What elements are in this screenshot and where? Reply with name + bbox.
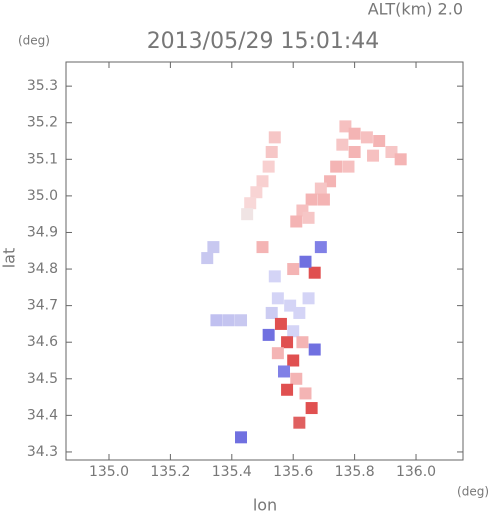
echo-cell [324,175,337,188]
echo-cell [394,153,407,166]
plot-frame [65,61,464,461]
echo-cell [348,145,361,158]
echo-cell [262,160,275,173]
x-tick-label: 136.0 [396,464,436,480]
echo-cell [360,131,373,144]
echo-cell [287,325,300,338]
y-tick-label: 34.3 [27,444,58,460]
echo-cell [265,306,278,319]
echo-cell [222,314,235,327]
echo-cell [268,131,281,144]
echo-cell [235,431,248,444]
y-tick-label: 35.2 [27,115,58,131]
x-tick-label: 135.6 [273,464,313,480]
y-label: lat [0,248,19,269]
chart-title: 2013/05/29 15:01:44 [147,29,380,54]
echo-cell [342,160,355,173]
y-tick-label: 35.0 [27,188,58,204]
echo-cell [271,347,284,360]
altitude-label: ALT(km) 2.0 [368,0,463,19]
echo-cell [305,193,318,206]
echo-cell [314,182,327,195]
echo-cell [367,149,380,162]
echo-cell [210,314,223,327]
echo-cell [268,270,281,283]
y-tick-label: 34.6 [27,334,58,350]
echo-cell [281,336,294,349]
echo-cell [287,354,300,367]
y-tick-label: 34.8 [27,261,58,277]
echo-cell [299,387,312,400]
echo-cell [271,292,284,305]
echo-cell [287,263,300,276]
y-tick-label: 34.5 [27,371,58,387]
echo-cell [274,317,287,330]
echo-cell [250,186,263,199]
echo-cell [308,266,321,279]
echo-cell [281,383,294,396]
echo-cell [284,299,297,312]
echo-cell [207,241,220,254]
echo-cell [385,145,398,158]
x-label: lon [253,496,277,515]
y-unit: (deg) [18,34,50,48]
echo-cell [308,343,321,356]
y-tick-label: 34.9 [27,224,58,240]
echo-cell [277,365,290,378]
echo-cell [293,306,306,319]
echo-cell [201,252,214,265]
echo-cell [348,127,361,140]
echo-cell [317,193,330,206]
echo-cell [314,241,327,254]
y-tick-label: 34.4 [27,407,58,423]
echo-cell [265,145,278,158]
echo-cell [302,292,315,305]
x-tick-label: 135.8 [335,464,375,480]
echo-cell [256,175,269,188]
echo-cell [293,416,306,429]
echo-cell [241,208,254,221]
echo-cell [296,336,309,349]
y-tick-label: 34.7 [27,298,58,314]
echo-cell [299,255,312,268]
echo-cell [302,211,315,224]
echo-cell [330,160,343,173]
echo-cell [262,328,275,341]
echo-cell [290,215,303,228]
echo-cell [305,402,318,415]
echo-cell [256,241,269,254]
y-tick-label: 35.3 [27,78,58,94]
echo-cell [244,197,257,210]
x-tick-label: 135.4 [212,464,252,480]
echo-cell [373,135,386,148]
x-unit: (deg) [457,485,489,499]
echo-cell [339,120,352,133]
echo-cell [235,314,248,327]
echo-cell [336,138,349,151]
echo-cell [290,372,303,385]
x-tick-label: 135.2 [150,464,190,480]
x-tick-label: 135.0 [89,464,129,480]
y-tick-label: 35.1 [27,151,58,167]
